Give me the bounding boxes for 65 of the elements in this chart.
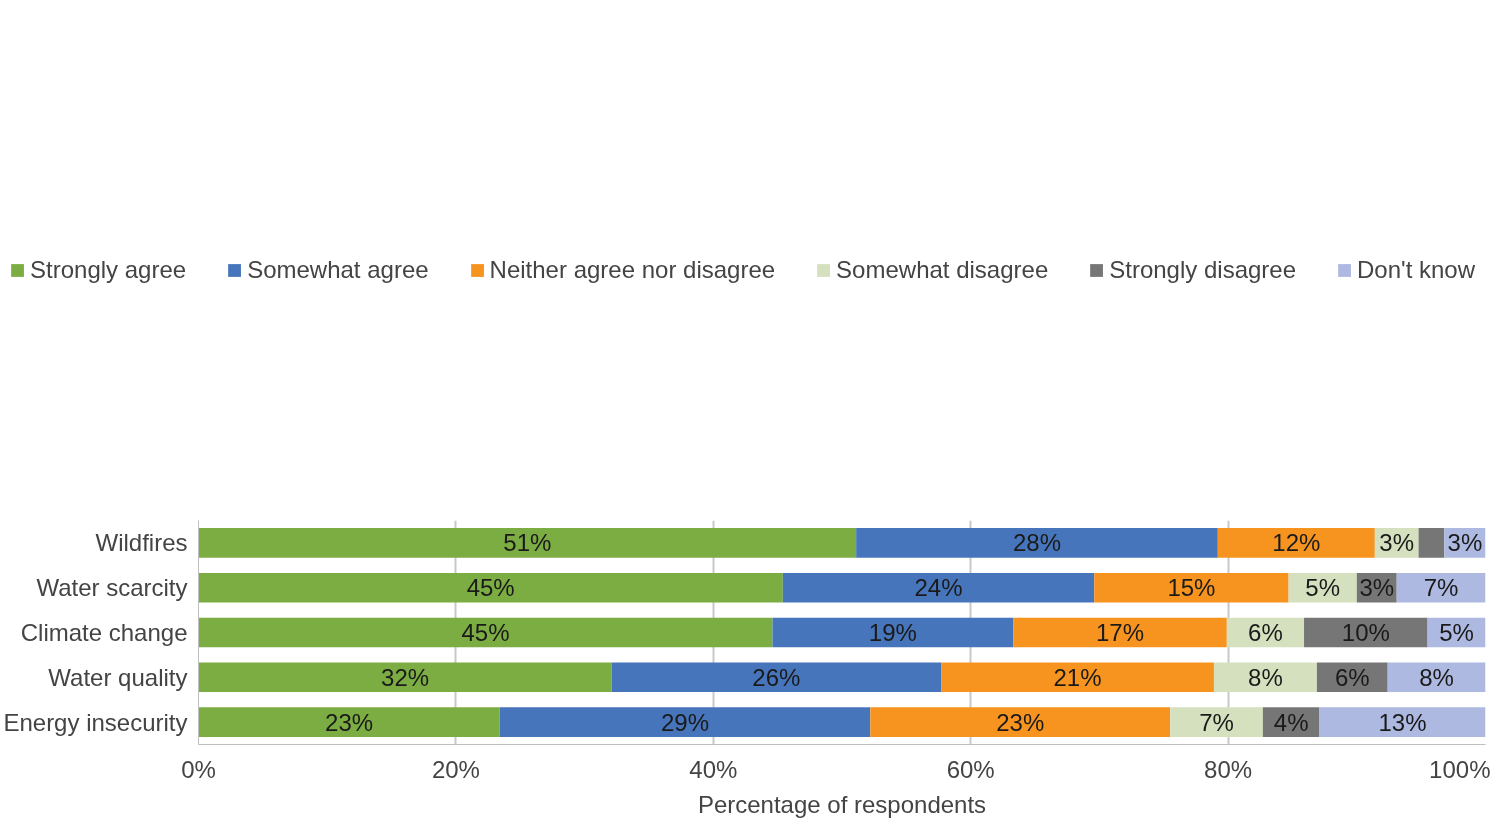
data-label: 7% bbox=[1423, 574, 1459, 602]
data-label: 5% bbox=[1439, 619, 1474, 646]
x-tick-label: 0% bbox=[181, 755, 216, 783]
data-label: 6% bbox=[1248, 619, 1283, 646]
y-tick-label: Water scarcity bbox=[36, 574, 188, 602]
bar bbox=[1013, 617, 1227, 648]
data-label: 23% bbox=[325, 708, 374, 736]
data-label: 45% bbox=[461, 619, 510, 646]
bar bbox=[611, 662, 942, 693]
x-tick-label: 40% bbox=[689, 755, 738, 783]
bar bbox=[198, 572, 783, 603]
data-label: 10% bbox=[1341, 619, 1390, 646]
bar bbox=[1170, 707, 1263, 737]
data-label: 4% bbox=[1273, 708, 1309, 736]
data-label: 8% bbox=[1248, 663, 1283, 691]
bar bbox=[1418, 528, 1445, 558]
data-label: 8% bbox=[1419, 663, 1454, 691]
bar bbox=[198, 662, 612, 693]
x-axis-title: Percentage of respondents bbox=[697, 790, 987, 818]
data-label: 21% bbox=[1053, 663, 1102, 691]
bar bbox=[1217, 528, 1375, 558]
data-label: 17% bbox=[1095, 619, 1145, 646]
y-tick-label: Water quality bbox=[48, 663, 188, 691]
bar bbox=[198, 617, 773, 648]
x-tick-label: 80% bbox=[1204, 755, 1253, 783]
bar bbox=[941, 662, 1214, 693]
legend-label: Don't know bbox=[1357, 256, 1475, 284]
data-label: 29% bbox=[660, 708, 710, 736]
data-label: 23% bbox=[996, 708, 1045, 736]
bar bbox=[772, 617, 1014, 648]
legend-label: Somewhat disagree bbox=[836, 256, 1049, 284]
y-tick-label: Energy insecurity bbox=[3, 708, 188, 736]
data-label: 3% bbox=[1359, 574, 1395, 602]
data-label: 24% bbox=[914, 574, 963, 602]
legend-label: Neither agree nor disagree bbox=[489, 256, 776, 284]
data-label: 7% bbox=[1199, 708, 1234, 736]
x-tick-label: 20% bbox=[431, 755, 480, 783]
data-label: 45% bbox=[466, 574, 515, 602]
data-label: 51% bbox=[503, 529, 552, 557]
data-label: 6% bbox=[1334, 663, 1370, 691]
legend-label: Strongly agree bbox=[30, 256, 187, 284]
x-tick-label: 60% bbox=[946, 755, 995, 783]
y-tick-label: Wildfires bbox=[95, 529, 188, 557]
data-label: 3% bbox=[1447, 529, 1483, 557]
data-label: 13% bbox=[1378, 708, 1427, 736]
data-label: 15% bbox=[1167, 574, 1216, 602]
data-label: 5% bbox=[1305, 574, 1341, 602]
bar bbox=[782, 572, 1095, 603]
data-label: 28% bbox=[1012, 529, 1062, 557]
data-label: 19% bbox=[868, 619, 917, 646]
legend-label: Strongly disagree bbox=[1109, 256, 1297, 284]
bar bbox=[870, 707, 1171, 737]
data-label: 3% bbox=[1379, 529, 1415, 557]
bar bbox=[1319, 707, 1486, 737]
bar bbox=[198, 707, 500, 737]
bar bbox=[1094, 572, 1289, 603]
bar bbox=[198, 528, 857, 558]
data-label: 26% bbox=[752, 663, 801, 691]
data-label: 32% bbox=[381, 663, 430, 691]
y-tick-label: Climate change bbox=[20, 619, 188, 646]
data-label: 12% bbox=[1272, 529, 1321, 557]
legend-label: Somewhat agree bbox=[247, 256, 429, 284]
x-tick-label: 100% bbox=[1429, 755, 1491, 783]
bar bbox=[499, 707, 871, 737]
bar bbox=[856, 528, 1218, 558]
